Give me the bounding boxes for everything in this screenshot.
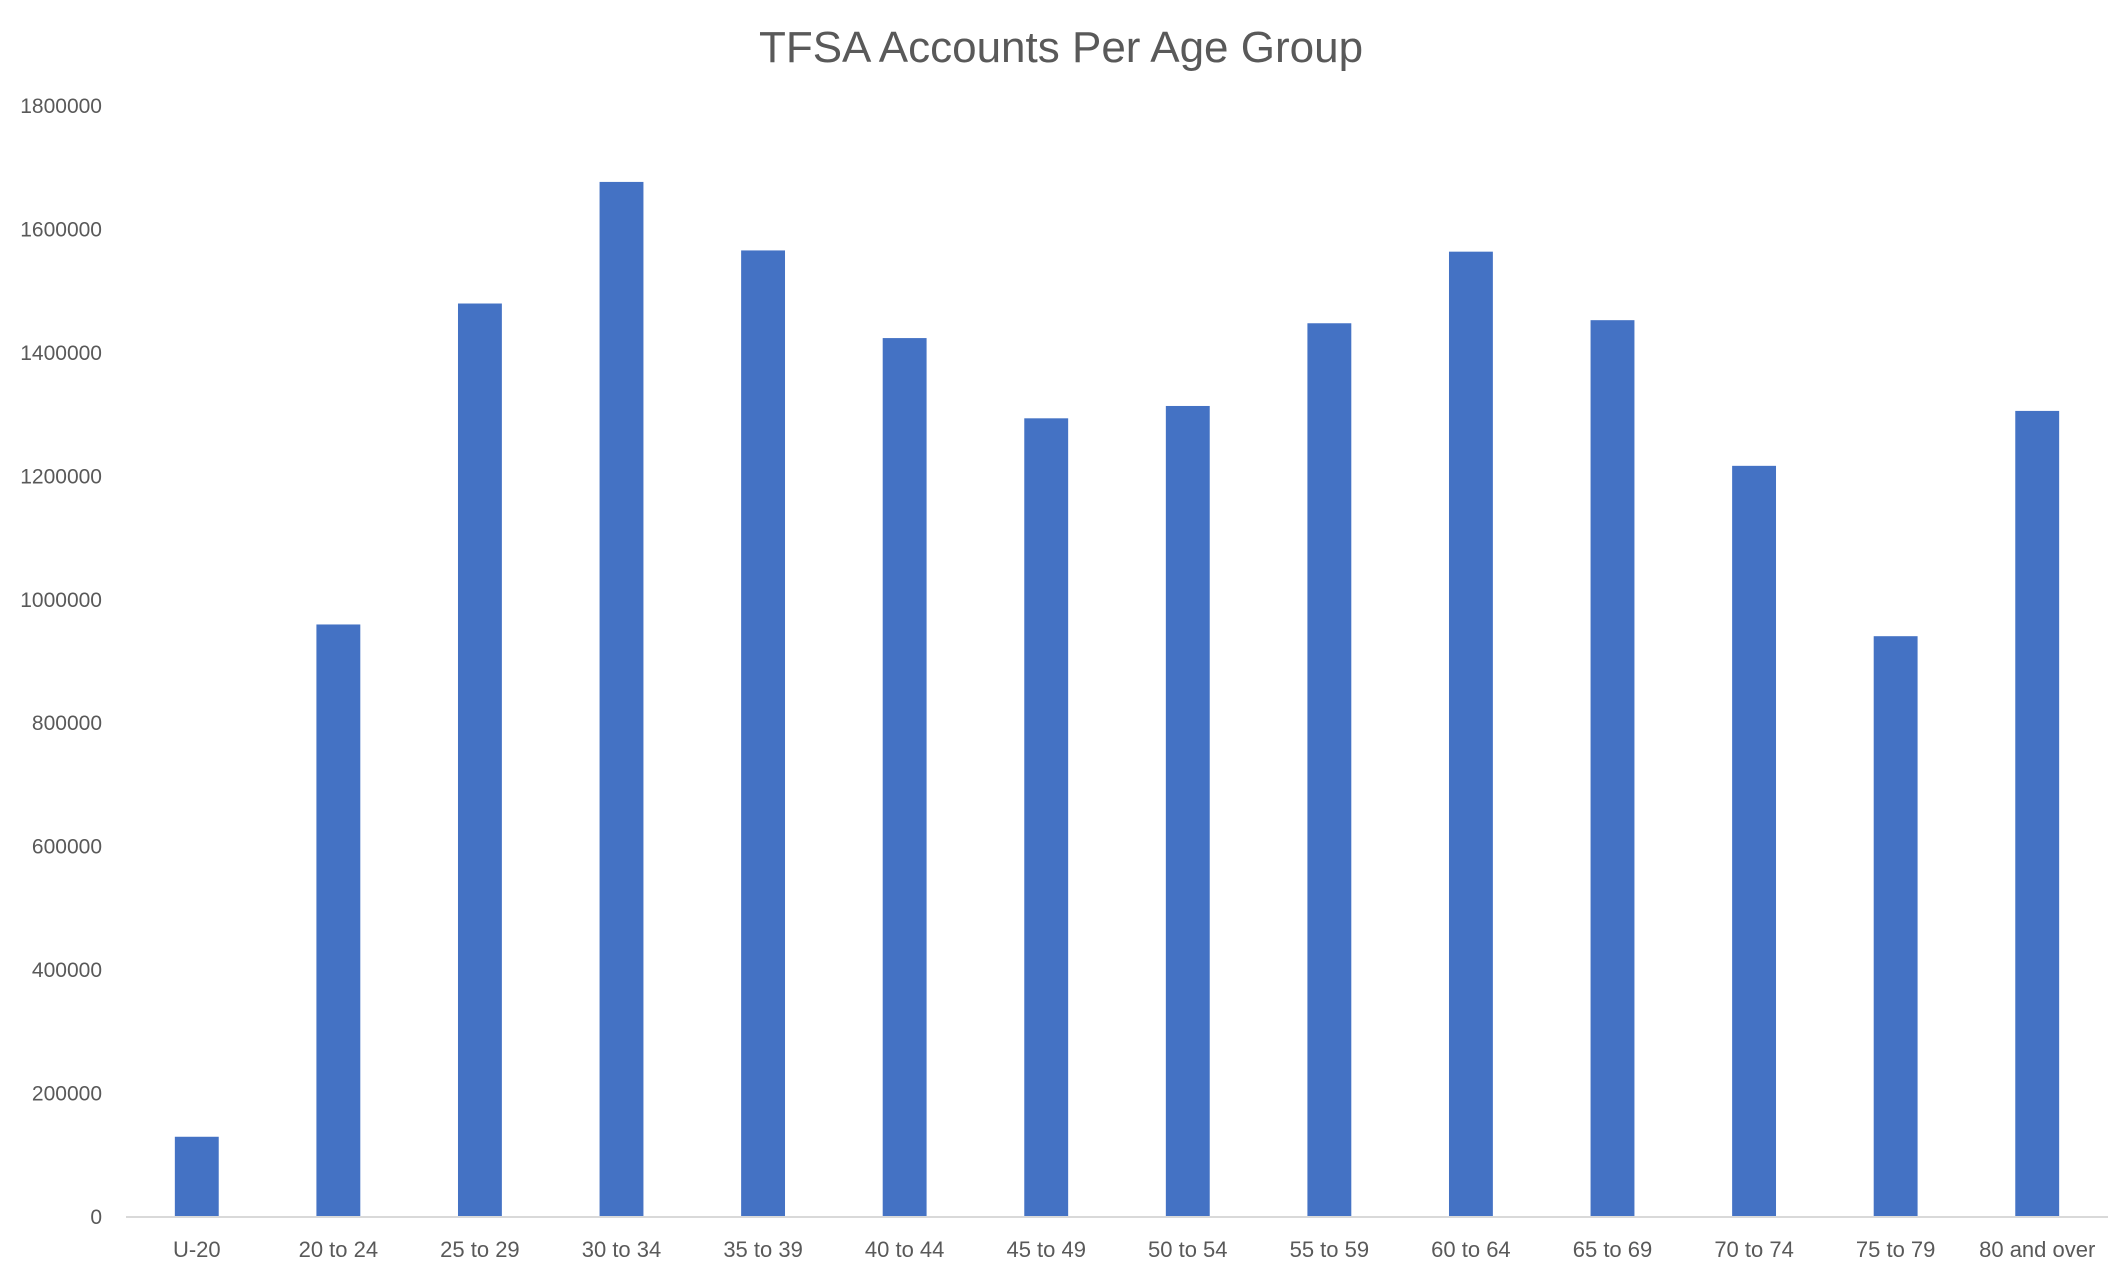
- x-tick-label: 20 to 24: [299, 1237, 379, 1262]
- y-tick-label: 1600000: [20, 218, 102, 241]
- x-tick-label: 40 to 44: [865, 1237, 945, 1262]
- y-tick-label: 0: [90, 1206, 102, 1229]
- bar-30-to-34: [599, 181, 644, 1217]
- bar-45-to-49: [1024, 418, 1069, 1217]
- bar-u-20: [174, 1136, 219, 1217]
- x-tick-label: 25 to 29: [440, 1237, 520, 1262]
- y-tick-label: 600000: [32, 836, 102, 859]
- chart-title: TFSA Accounts Per Age Group: [759, 23, 1363, 72]
- x-tick-label: U-20: [173, 1237, 221, 1262]
- x-tick-label: 65 to 69: [1573, 1237, 1653, 1262]
- bar-60-to-64: [1448, 251, 1493, 1218]
- bar-70-to-74: [1732, 465, 1777, 1217]
- y-tick-label: 800000: [32, 712, 102, 735]
- x-tick-label: 70 to 74: [1714, 1237, 1794, 1262]
- y-tick-label: 400000: [32, 959, 102, 982]
- x-tick-label: 75 to 79: [1856, 1237, 1936, 1262]
- bars: [174, 181, 2060, 1218]
- x-tick-label: 30 to 34: [582, 1237, 662, 1262]
- x-tick-label: 80 and over: [1979, 1237, 2095, 1262]
- bar-20-to-24: [316, 624, 361, 1217]
- y-tick-label: 200000: [32, 1083, 102, 1106]
- x-tick-label: 35 to 39: [723, 1237, 803, 1262]
- y-axis-ticks: 0 200000 400000 600000 800000 1000000 1200000 1…: [20, 95, 102, 1229]
- x-tick-label: 50 to 54: [1148, 1237, 1228, 1262]
- bar-40-to-44: [882, 338, 927, 1217]
- bar-55-to-59: [1307, 323, 1352, 1217]
- y-tick-label: 1200000: [20, 465, 102, 488]
- bar-35-to-39: [741, 250, 786, 1217]
- x-tick-label: 55 to 59: [1290, 1237, 1370, 1262]
- x-tick-label: 45 to 49: [1006, 1237, 1086, 1262]
- y-tick-label: 1000000: [20, 589, 102, 612]
- bar-75-to-79: [1873, 636, 1918, 1217]
- x-tick-label: 60 to 64: [1431, 1237, 1511, 1262]
- y-tick-label: 1800000: [20, 95, 102, 118]
- bar-25-to-29: [457, 303, 502, 1217]
- bar-65-to-69: [1590, 320, 1635, 1217]
- bar-80-and-over: [2015, 410, 2060, 1217]
- x-axis-labels: U-20 20 to 24 25 to 29 30 to 34 35 to 39 40 t…: [173, 1237, 2095, 1262]
- bar-50-to-54: [1165, 405, 1210, 1218]
- y-tick-label: 1400000: [20, 342, 102, 365]
